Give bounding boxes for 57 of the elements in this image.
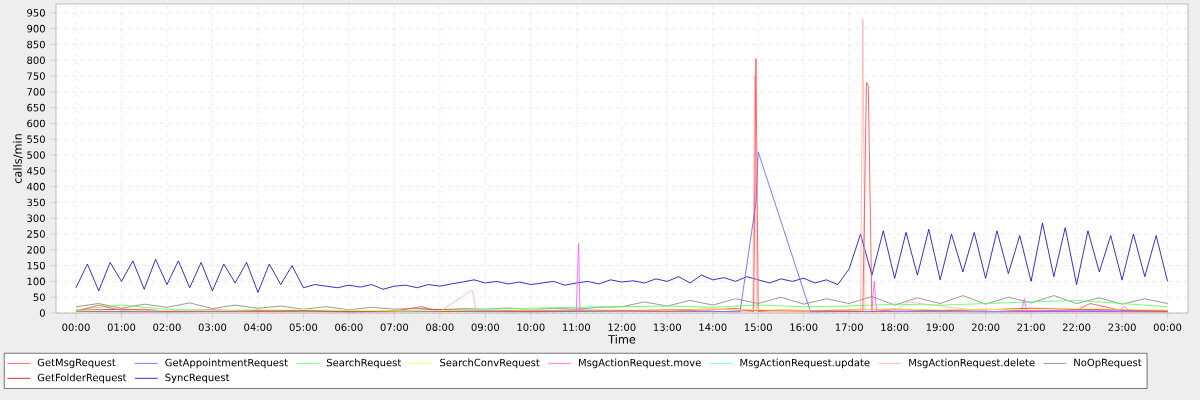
x-tick-label: 10:00	[517, 323, 545, 331]
x-tick-label: 01:00	[107, 323, 136, 331]
x-tick-label: 04:00	[244, 323, 272, 331]
x-tick-label: 05:00	[289, 323, 318, 331]
y-tick-label: 650	[27, 103, 45, 112]
x-tick-label: 08:00	[426, 323, 454, 331]
legend-label: GetAppointmentRequest	[165, 358, 288, 369]
x-tick-label: 21:00	[1017, 323, 1045, 331]
x-tick-label: 14:00	[699, 323, 727, 331]
legend-label: MsgActionRequest.delete	[909, 358, 1035, 369]
x-tick-label: 15:00	[744, 323, 772, 331]
y-tick-label: 450	[26, 167, 45, 175]
x-tick-label: 00:00	[62, 323, 90, 331]
y-tick-label: 950	[27, 9, 45, 17]
y-tick-label: 750	[27, 72, 45, 80]
x-tick-label: 16:00	[790, 323, 818, 331]
y-tick-label: 550	[27, 135, 45, 144]
legend-label: GetMsgRequest	[37, 358, 116, 369]
legend-label: NoOpRequest	[1074, 358, 1142, 369]
y-tick-label: 0	[39, 309, 45, 317]
legend-label: SearchRequest	[326, 358, 402, 369]
x-tick-label: 00:00	[1153, 323, 1182, 331]
x-tick-label: 22:00	[1062, 323, 1091, 331]
y-tick-label: 800	[27, 56, 45, 65]
x-tick-label: 19:00	[926, 323, 954, 331]
y-tick-label: 500	[27, 151, 45, 159]
y-tick-label: 900	[27, 24, 45, 33]
y-tick-label: 350	[27, 198, 45, 207]
y-tick-label: 250	[27, 230, 45, 238]
x-tick-label: 12:00	[608, 323, 636, 331]
y-tick-label: 200	[27, 246, 45, 254]
legend-label: MsgActionRequest.move	[579, 358, 701, 369]
y-tick-label: 50	[33, 293, 45, 301]
y-tick-label: 300	[27, 214, 45, 222]
x-tick-label: 17:00	[835, 323, 863, 331]
x-tick-label: 07:00	[380, 323, 409, 331]
x-tick-label: 11:00	[563, 323, 591, 331]
y-tick-label: 400	[26, 182, 45, 191]
x-tick-label: 18:00	[881, 323, 909, 331]
y-tick-label: 850	[27, 40, 45, 49]
y-axis-title: calls/min	[13, 134, 23, 184]
y-tick-label: 700	[27, 88, 45, 96]
x-tick-label: 23:00	[1108, 323, 1136, 331]
legend-label: SyncRequest	[165, 373, 230, 384]
x-tick-label: 06:00	[335, 323, 363, 331]
x-tick-label: 03:00	[198, 323, 227, 331]
x-tick-label: 09:00	[471, 323, 500, 331]
legend-label: SearchConvRequest	[440, 358, 540, 369]
x-axis-title: Time	[608, 334, 636, 344]
legend-label: MsgActionRequest.update	[740, 358, 870, 369]
y-tick-label: 150	[27, 261, 45, 270]
x-tick-label: 02:00	[153, 323, 181, 331]
x-tick-label: 13:00	[653, 323, 681, 331]
y-tick-label: 100	[27, 277, 45, 286]
y-tick-label: 600	[27, 119, 45, 128]
x-tick-label: 20:00	[971, 323, 1000, 331]
legend-label: GetFolderRequest	[37, 373, 127, 384]
